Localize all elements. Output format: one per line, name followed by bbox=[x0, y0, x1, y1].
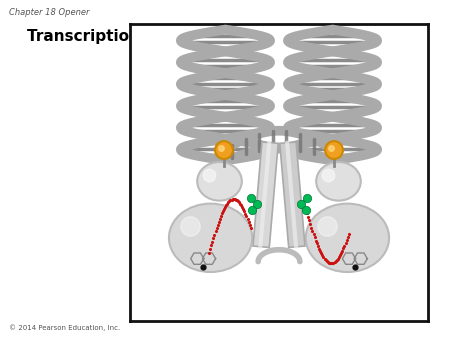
Ellipse shape bbox=[306, 203, 389, 272]
Text: © 2014 Pearson Education, Inc.: © 2014 Pearson Education, Inc. bbox=[9, 324, 120, 331]
Polygon shape bbox=[280, 142, 305, 247]
Polygon shape bbox=[253, 142, 278, 247]
Ellipse shape bbox=[197, 162, 242, 201]
Text: Transcriptional regulation: Transcriptional regulation bbox=[27, 29, 249, 44]
Text: Chapter 18 Opener: Chapter 18 Opener bbox=[9, 8, 90, 18]
Ellipse shape bbox=[215, 141, 233, 159]
Ellipse shape bbox=[325, 141, 343, 159]
Ellipse shape bbox=[316, 162, 361, 201]
Ellipse shape bbox=[169, 203, 252, 272]
